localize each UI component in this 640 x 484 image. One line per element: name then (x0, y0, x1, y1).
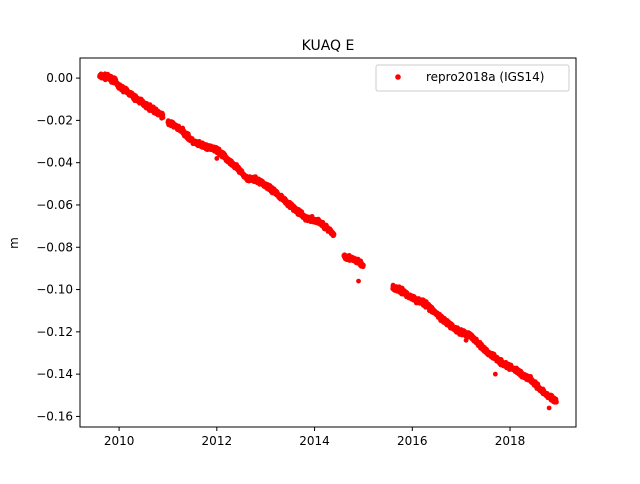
data-point (360, 262, 366, 268)
legend: repro2018a (IGS14) (375, 64, 570, 92)
x-axis-ticks: 2010 2012 2014 2016 2018 (104, 427, 525, 448)
y-tick-label: −0.04 (36, 156, 73, 170)
data-point (331, 232, 337, 237)
plot-frame (79, 57, 577, 428)
data-point (527, 378, 532, 383)
chart-title: KUAQ E (302, 38, 355, 54)
data-point (356, 278, 361, 284)
data-points (97, 71, 559, 411)
legend-marker (395, 74, 401, 80)
legend-label: repro2018a (IGS14) (426, 70, 544, 84)
y-tick-label: −0.16 (36, 409, 73, 423)
y-tick-label: −0.14 (36, 367, 73, 381)
y-tick-label: 0.00 (46, 71, 73, 85)
x-tick-label: 2010 (104, 434, 135, 448)
data-point (546, 405, 552, 411)
y-axis-ticks: 0.00 −0.02 −0.04 −0.06 −0.08 −0.10 −0.12 −0.14 −… (36, 71, 80, 423)
data-point (160, 115, 166, 120)
data-point (463, 337, 469, 343)
data-point (427, 308, 432, 314)
y-tick-label: −0.06 (36, 198, 73, 212)
legend-box (375, 64, 570, 92)
x-tick-label: 2014 (299, 434, 330, 448)
x-tick-label: 2016 (397, 434, 428, 448)
data-point (554, 399, 559, 405)
y-tick-label: −0.02 (36, 113, 73, 127)
data-point (214, 156, 220, 161)
y-tick-label: −0.10 (36, 283, 73, 297)
y-axis-label: m (7, 237, 21, 249)
data-point (492, 371, 498, 377)
y-tick-label: −0.08 (36, 240, 73, 254)
x-tick-label: 2012 (202, 434, 233, 448)
y-tick-label: −0.12 (36, 325, 73, 339)
x-tick-label: 2018 (495, 434, 526, 448)
